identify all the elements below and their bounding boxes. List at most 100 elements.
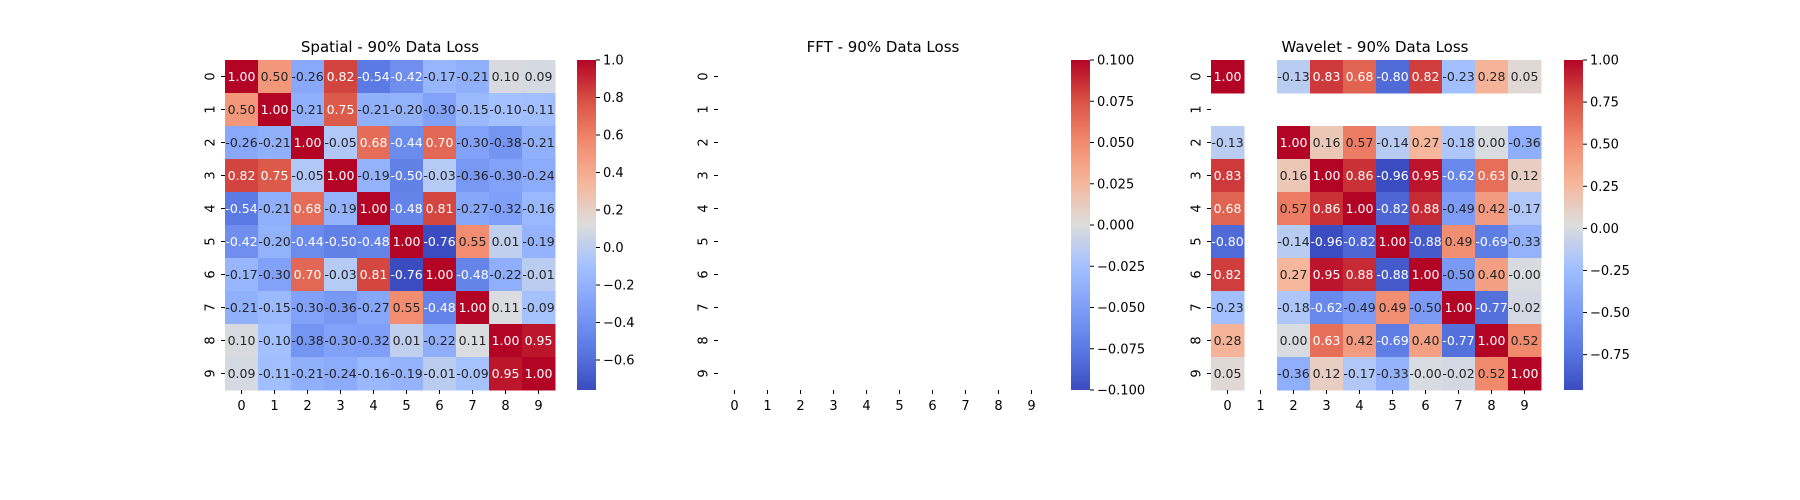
spatial-cell-label: -0.21 (357, 102, 389, 117)
spatial-cell-label: -0.16 (522, 201, 554, 216)
spatial-cell (522, 291, 556, 325)
wavelet-cell-label: 0.28 (1478, 69, 1506, 84)
wavelet-cell-label: 0.82 (1214, 267, 1242, 282)
wavelet-cell-label: -0.50 (1409, 300, 1441, 315)
spatial-cell (489, 258, 523, 292)
spatial-cell (225, 291, 259, 325)
spatial-cell-label: -0.30 (423, 102, 455, 117)
wavelet-cell (1508, 357, 1542, 391)
wavelet-cell (1277, 192, 1311, 226)
wavelet-cell-label: 0.86 (1313, 201, 1341, 216)
wavelet-cell-label: -0.96 (1376, 168, 1408, 183)
wavelet-cell-label: -0.80 (1211, 234, 1243, 249)
wavelet-cell (1442, 357, 1476, 391)
fft-x-tick-label: 5 (895, 399, 903, 414)
spatial-cell (291, 225, 325, 259)
fft-y-tick-label: 4 (697, 204, 712, 212)
wavelet-cell-label: 0.16 (1280, 168, 1308, 183)
spatial-cell-label: 1.00 (360, 201, 388, 216)
spatial-colorbar (577, 60, 596, 390)
spatial-cell-label: -0.42 (225, 234, 257, 249)
spatial-cell (291, 93, 325, 127)
spatial-cell (225, 159, 259, 193)
wavelet-cell-label: 0.42 (1478, 201, 1506, 216)
wavelet-cell (1442, 126, 1476, 160)
wavelet-cell (1376, 357, 1410, 391)
spatial-cell (357, 258, 391, 292)
spatial-cell (489, 126, 523, 160)
wavelet-cell-label: -0.96 (1310, 234, 1342, 249)
spatial-cell-label: -0.50 (390, 168, 422, 183)
spatial-cell (291, 126, 325, 160)
spatial-cell-label: -0.21 (225, 300, 257, 315)
spatial-cell-label: -0.48 (423, 300, 455, 315)
wavelet-cell-label: -0.88 (1376, 267, 1408, 282)
fft-x-tick-label: 4 (862, 399, 870, 414)
spatial-cell (522, 357, 556, 391)
spatial-cell (258, 225, 292, 259)
fft-x-tick-label: 6 (928, 399, 936, 414)
wavelet-cell (1376, 192, 1410, 226)
spatial-cell-label: -0.15 (258, 300, 290, 315)
spatial-cell (456, 291, 490, 325)
wavelet-cell (1277, 60, 1311, 94)
spatial-cell-label: 0.68 (294, 201, 322, 216)
spatial-cell (291, 258, 325, 292)
wavelet-cell-label: -0.77 (1442, 333, 1474, 348)
wavelet-cell-label: -0.62 (1442, 168, 1474, 183)
wavelet-cell-label: 0.40 (1412, 333, 1440, 348)
spatial-cell-label: 0.10 (492, 69, 520, 84)
wavelet-x-tick-label: 6 (1421, 399, 1429, 414)
spatial-cell-label: 0.82 (327, 69, 355, 84)
spatial-cell-label: 0.01 (492, 234, 520, 249)
wavelet-colorbar-tick-label: 0.00 (1590, 222, 1619, 237)
wavelet-cell-label: 0.57 (1346, 135, 1374, 150)
spatial-cell (456, 126, 490, 160)
wavelet-cell (1409, 258, 1443, 292)
wavelet-cell (1508, 291, 1542, 325)
spatial-cell (258, 258, 292, 292)
fft-colorbar-tick-label: 0.075 (1097, 95, 1134, 110)
wavelet-x-tick-label: 2 (1289, 399, 1297, 414)
spatial-cell (258, 93, 292, 127)
spatial-cell-label: 0.75 (327, 102, 355, 117)
fft-heatmap-panel: FFT - 90% Data Loss 0 1 2 3 4 5 6 7 8 9 0 1 2 3 4 5 6 7 8 9… (697, 38, 1146, 414)
spatial-cell-label: 0.55 (459, 234, 487, 249)
wavelet-cell (1376, 159, 1410, 193)
fft-x-tick-label: 2 (796, 399, 804, 414)
wavelet-cell (1376, 126, 1410, 160)
spatial-cell-label: -0.54 (225, 201, 257, 216)
wavelet-cell (1211, 324, 1245, 358)
wavelet-cell-label: 0.68 (1214, 201, 1242, 216)
spatial-cell-label: -0.24 (522, 168, 554, 183)
fft-y-tick-label: 9 (697, 369, 712, 377)
spatial-cell-label: -0.19 (324, 201, 356, 216)
spatial-cell (258, 324, 292, 358)
wavelet-cell (1343, 126, 1377, 160)
wavelet-cell-label: 0.49 (1379, 300, 1407, 315)
spatial-cell (357, 225, 391, 259)
spatial-colorbar-tick-label: 1.0 (603, 54, 624, 69)
spatial-colorbar-tick-label: −0.6 (603, 354, 635, 369)
wavelet-cell (1211, 159, 1245, 193)
spatial-cell (456, 93, 490, 127)
wavelet-cell (1409, 357, 1443, 391)
spatial-colorbar-tick-label: −0.2 (603, 279, 635, 294)
spatial-y-tick-label: 4 (204, 204, 219, 212)
spatial-cell-label: -0.21 (258, 201, 290, 216)
wavelet-cell (1310, 324, 1344, 358)
spatial-cell (324, 60, 358, 94)
spatial-cell-label: -0.24 (324, 366, 356, 381)
wavelet-cell-label: -0.33 (1508, 234, 1540, 249)
spatial-cell (522, 126, 556, 160)
spatial-cell (390, 60, 424, 94)
wavelet-cell-label: 0.27 (1412, 135, 1440, 150)
spatial-x-tick-label: 1 (270, 399, 278, 414)
wavelet-cell (1376, 60, 1410, 94)
spatial-cell-label: -0.36 (456, 168, 488, 183)
wavelet-cell (1277, 291, 1311, 325)
spatial-cell-label: 0.95 (525, 333, 553, 348)
wavelet-cell-label: 0.63 (1478, 168, 1506, 183)
spatial-cell (489, 291, 523, 325)
wavelet-cell (1310, 357, 1344, 391)
